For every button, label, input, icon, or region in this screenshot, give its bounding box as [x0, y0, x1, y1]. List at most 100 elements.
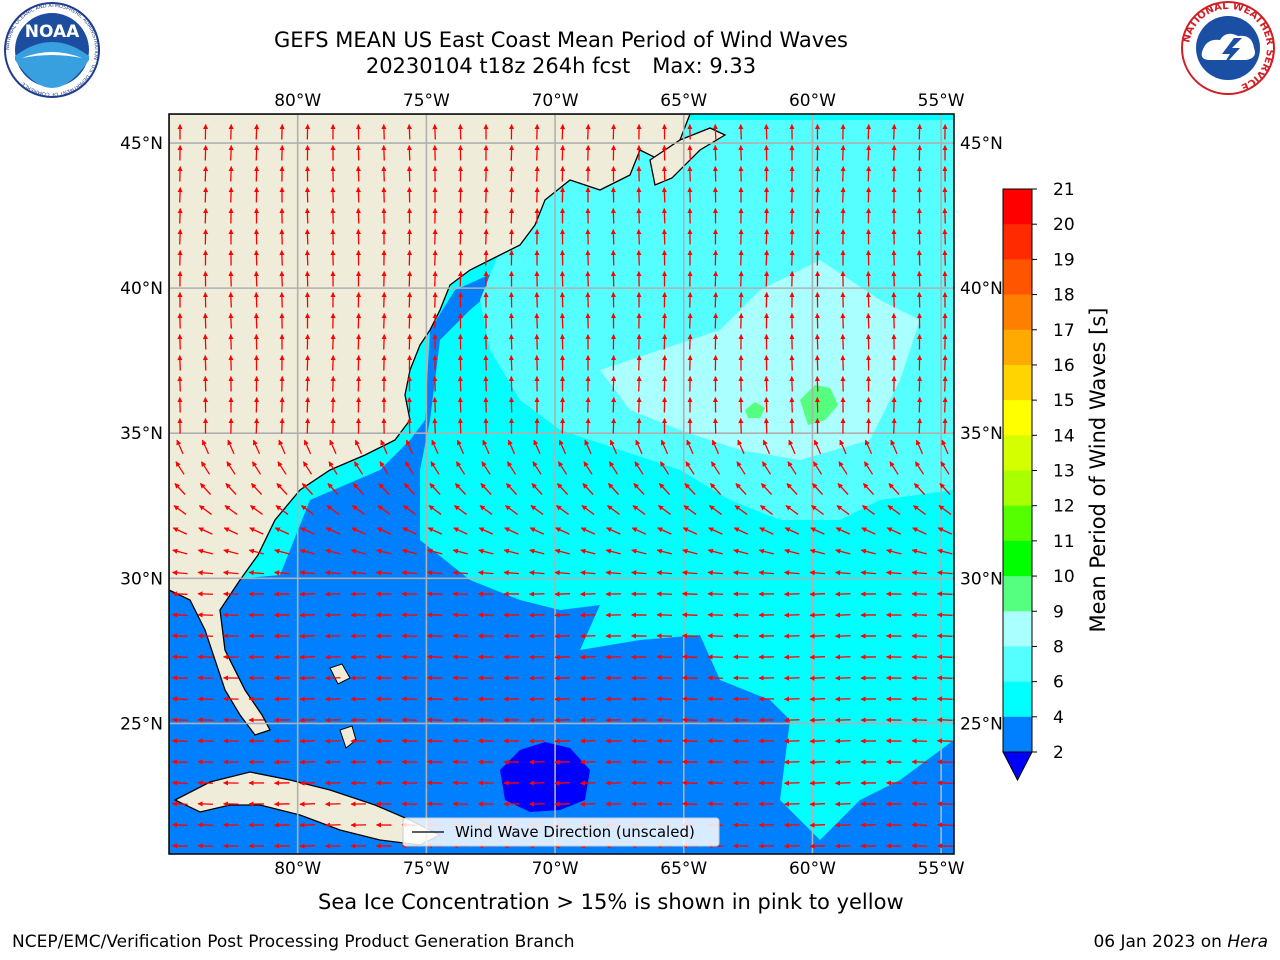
wind-wave-arrow [509, 186, 515, 203]
wind-wave-arrow [301, 483, 314, 495]
wind-wave-arrow [377, 505, 391, 515]
wind-wave-arrow [274, 548, 290, 555]
colorbar-segment [1003, 400, 1032, 436]
wind-wave-arrow [942, 207, 948, 224]
wind-wave-arrow [886, 527, 902, 535]
colorbar-segment [1003, 576, 1032, 612]
wind-wave-arrow [326, 505, 340, 515]
wind-wave-arrow [223, 570, 239, 576]
wind-wave-arrow [606, 527, 621, 535]
lat-tick-right: 30°N [960, 569, 1003, 589]
wind-wave-arrow [890, 439, 898, 455]
wind-wave-arrow [712, 270, 719, 287]
wind-wave-arrow [738, 291, 744, 308]
wind-wave-arrow [941, 439, 949, 455]
colorbar-segment [1003, 224, 1032, 260]
wind-wave-arrow [478, 570, 494, 576]
wind-wave-arrow [683, 505, 697, 515]
wind-wave-arrow [554, 738, 571, 744]
wind-wave-arrow [554, 717, 571, 723]
wind-wave-arrow [711, 439, 720, 455]
wind-wave-arrow [457, 396, 463, 413]
wind-wave-arrow [479, 505, 493, 515]
wind-wave-arrow [276, 483, 288, 495]
wind-wave-arrow [911, 633, 928, 639]
wind-wave-arrow [554, 612, 571, 618]
wind-wave-arrow [789, 354, 795, 371]
wind-wave-arrow [636, 228, 642, 245]
wind-wave-arrow [171, 759, 188, 765]
colorbar-segment [1003, 505, 1032, 542]
wind-wave-arrow [681, 633, 698, 639]
wind-wave-arrow [304, 207, 311, 224]
colorbar-tick-label: 13 [1053, 462, 1075, 482]
wind-wave-arrow [860, 570, 877, 576]
wind-wave-arrow [427, 527, 443, 535]
wind-wave-arrow [579, 612, 596, 618]
wind-wave-arrow [581, 505, 595, 515]
wind-wave-arrow [579, 654, 596, 660]
wind-wave-arrow [784, 548, 800, 555]
wind-wave-arrow [299, 801, 316, 807]
wind-wave-arrow [560, 144, 566, 161]
wind-wave-arrow [787, 461, 797, 475]
wind-wave-arrow [432, 270, 438, 287]
wind-wave-arrow [936, 843, 953, 849]
wind-wave-arrow [911, 822, 928, 828]
wind-wave-arrow [529, 570, 545, 576]
wind-wave-arrow [429, 483, 441, 495]
wind-wave-arrow [809, 591, 826, 597]
wind-wave-arrow [324, 801, 341, 807]
wind-wave-arrow [197, 717, 214, 723]
wind-wave-arrow [327, 483, 339, 495]
wind-wave-arrow [863, 461, 874, 475]
colorbar-segment [1003, 470, 1032, 507]
wind-wave-arrow [454, 483, 467, 495]
wind-wave-arrow [299, 675, 316, 681]
wind-wave-arrow [737, 439, 745, 455]
wind-wave-arrow [432, 417, 438, 434]
wind-wave-arrow [738, 417, 744, 434]
wind-wave-arrow [763, 417, 769, 434]
colorbar-tick-label: 21 [1053, 180, 1075, 200]
wind-wave-arrow [936, 822, 953, 828]
wind-wave-arrow [227, 439, 235, 455]
wind-wave-arrow [356, 333, 362, 350]
wind-wave-arrow [891, 417, 897, 434]
colorbar-segment [1003, 540, 1032, 577]
colorbar-tick-label: 4 [1053, 708, 1064, 728]
wind-wave-arrow [426, 675, 443, 681]
wind-wave-arrow [785, 505, 799, 515]
wind-wave-arrow [505, 483, 518, 495]
wind-wave-arrow [605, 548, 621, 555]
wind-wave-arrow [171, 696, 188, 702]
wind-wave-arrow [937, 548, 953, 555]
wind-wave-arrow [636, 396, 642, 413]
wind-wave-arrow [300, 527, 315, 535]
wind-wave-arrow [456, 439, 465, 455]
wind-wave-arrow [177, 375, 183, 392]
wind-wave-arrow [862, 505, 875, 515]
wind-wave-arrow [634, 461, 644, 475]
wind-wave-arrow [709, 483, 722, 495]
wind-wave-arrow [707, 548, 723, 555]
wind-wave-arrow [324, 591, 341, 597]
wind-wave-arrow [681, 759, 698, 765]
wind-wave-arrow [862, 483, 875, 495]
colorbar-extend-min [1002, 751, 1033, 782]
lon-tick-bottom: 65°W [660, 859, 707, 879]
wind-wave-arrow [662, 333, 668, 350]
wind-wave-arrow [406, 123, 412, 140]
wind-wave-arrow [299, 738, 316, 744]
period-zone-under-2 [500, 742, 590, 812]
wind-wave-arrow [554, 801, 571, 807]
wind-wave-arrow [483, 375, 489, 392]
wind-wave-arrow [452, 717, 469, 723]
wind-wave-arrow [223, 527, 239, 535]
wind-wave-arrow [681, 717, 698, 723]
wind-wave-arrow [299, 654, 316, 660]
wind-wave-arrow [197, 738, 214, 744]
wind-wave-arrow [809, 633, 826, 639]
wind-wave-arrow [226, 461, 236, 475]
